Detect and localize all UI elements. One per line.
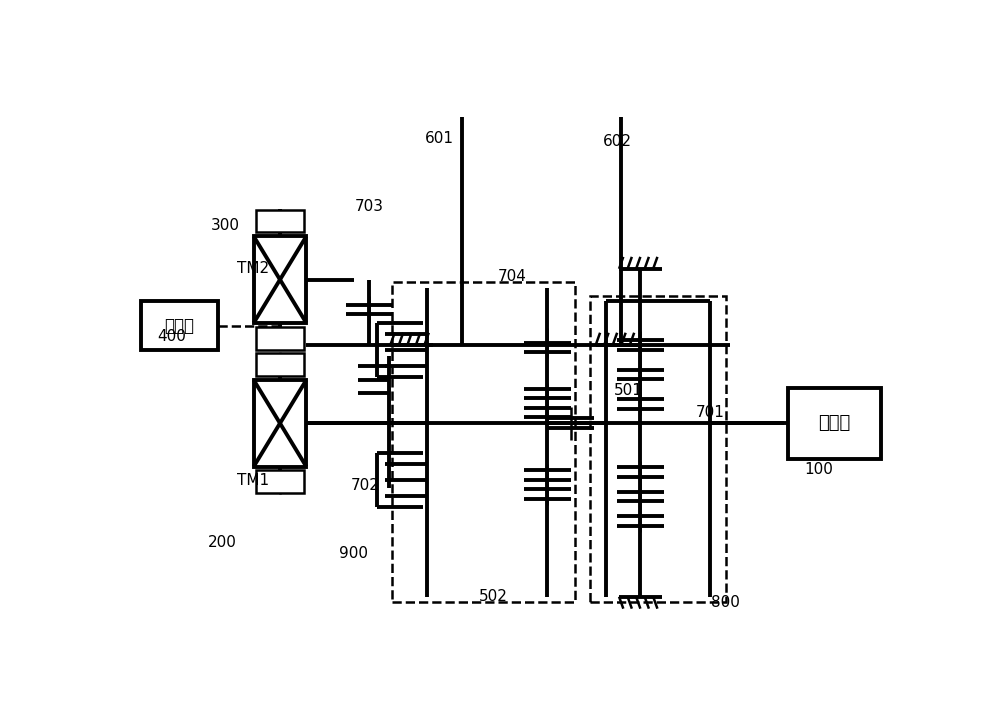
Bar — [392, 282, 574, 602]
Text: 703: 703 — [355, 199, 384, 214]
Bar — [256, 210, 304, 232]
Text: 电池组: 电池组 — [164, 317, 194, 334]
Bar — [590, 296, 726, 602]
Text: 300: 300 — [211, 218, 240, 233]
Text: 704: 704 — [498, 270, 527, 284]
Text: 发动机: 发动机 — [818, 414, 850, 432]
Text: 100: 100 — [804, 462, 833, 477]
Text: 602: 602 — [603, 134, 632, 149]
Bar — [256, 470, 304, 494]
Text: 702: 702 — [351, 478, 380, 493]
Bar — [254, 380, 306, 467]
Text: 400: 400 — [157, 329, 186, 344]
Text: 701: 701 — [696, 405, 725, 420]
Text: 601: 601 — [424, 131, 453, 146]
Text: 900: 900 — [339, 546, 368, 561]
Bar — [140, 301, 218, 350]
Text: 800: 800 — [711, 595, 740, 610]
Bar — [256, 353, 304, 376]
Bar — [788, 388, 881, 458]
Text: 200: 200 — [207, 535, 236, 550]
Bar — [254, 237, 306, 323]
Text: 501: 501 — [614, 383, 643, 398]
Text: 502: 502 — [479, 589, 508, 604]
Text: TM2: TM2 — [237, 261, 269, 276]
Text: TM1: TM1 — [237, 472, 269, 488]
Bar — [256, 327, 304, 350]
